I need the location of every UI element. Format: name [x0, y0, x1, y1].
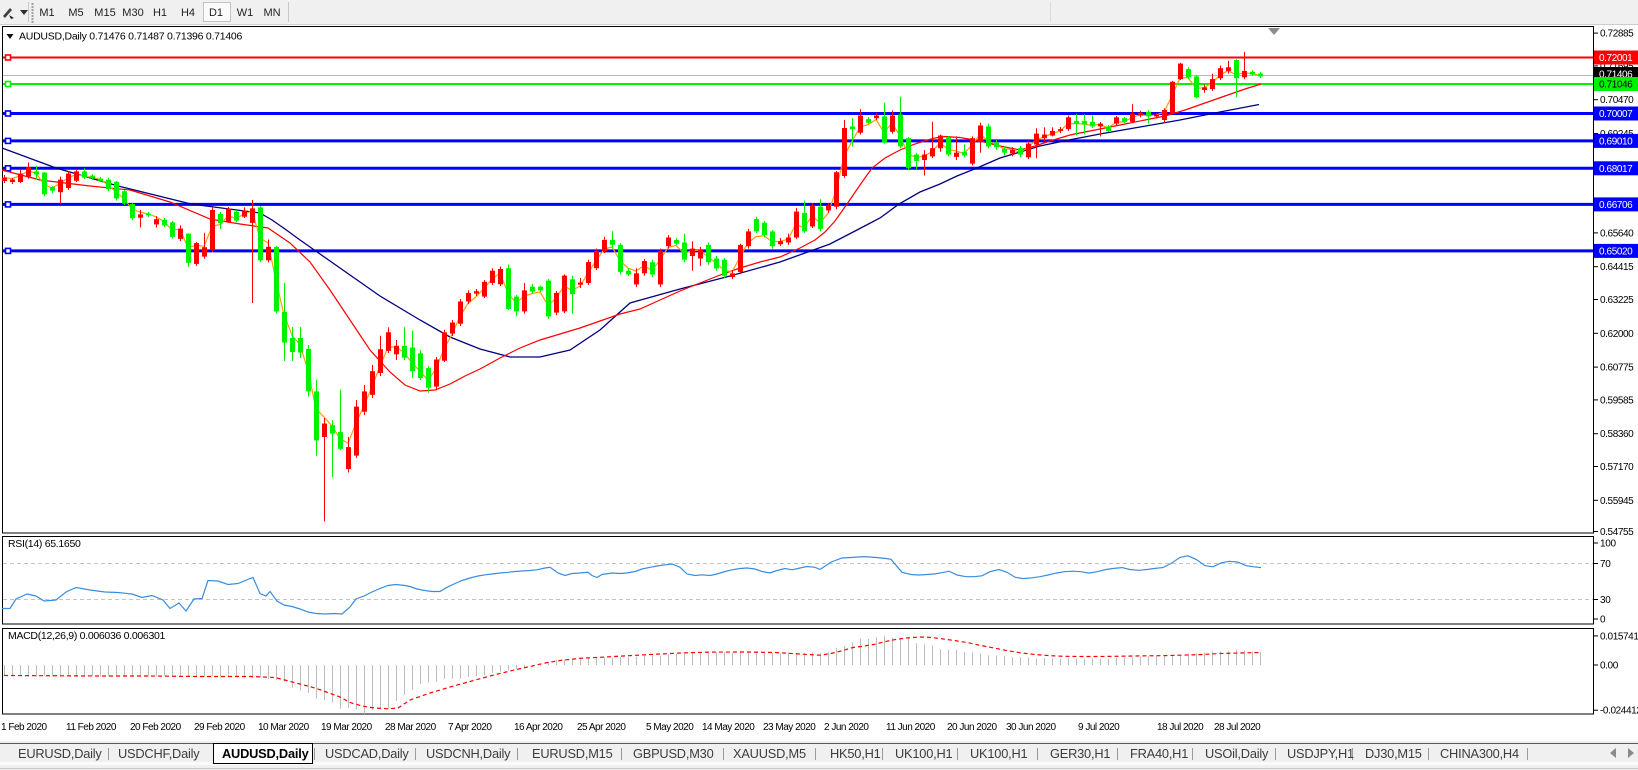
- svg-text:MACD(12,26,9) 0.006036 0.00630: MACD(12,26,9) 0.006036 0.006301: [8, 630, 166, 642]
- svg-text:100: 100: [1600, 539, 1617, 550]
- svg-text:0: 0: [1600, 615, 1606, 626]
- svg-text:0.64415: 0.64415: [1600, 262, 1634, 273]
- svg-text:GER30,H1: GER30,H1: [1050, 746, 1110, 761]
- svg-text:AUDUSD,Daily: AUDUSD,Daily: [222, 746, 310, 761]
- svg-text:11 Jun 2020: 11 Jun 2020: [886, 722, 936, 733]
- svg-text:EURUSD,Daily: EURUSD,Daily: [18, 746, 102, 761]
- svg-text:25 Apr 2020: 25 Apr 2020: [577, 722, 626, 733]
- svg-text:M1: M1: [39, 7, 54, 19]
- svg-text:0.60775: 0.60775: [1600, 363, 1634, 374]
- svg-text:5 May 2020: 5 May 2020: [646, 722, 694, 733]
- svg-text:0.66706: 0.66706: [1599, 200, 1633, 211]
- svg-text:USDCAD,Daily: USDCAD,Daily: [325, 746, 409, 761]
- svg-text:7 Apr 2020: 7 Apr 2020: [448, 722, 492, 733]
- svg-text:28 Mar 2020: 28 Mar 2020: [385, 722, 437, 733]
- svg-text:-0.024412: -0.024412: [1600, 706, 1638, 717]
- svg-text:0.57170: 0.57170: [1600, 462, 1634, 473]
- svg-text:MN: MN: [263, 7, 280, 19]
- svg-text:0.55945: 0.55945: [1600, 496, 1634, 507]
- svg-text:0.00: 0.00: [1600, 661, 1619, 672]
- svg-text:USDCHF,Daily: USDCHF,Daily: [118, 746, 200, 761]
- svg-text:0.63225: 0.63225: [1600, 295, 1634, 306]
- svg-text:D1: D1: [209, 7, 223, 19]
- svg-text:20 Jun 2020: 20 Jun 2020: [947, 722, 997, 733]
- svg-text:M30: M30: [122, 7, 143, 19]
- svg-text:0.69010: 0.69010: [1599, 136, 1633, 147]
- svg-text:0.58360: 0.58360: [1600, 429, 1634, 440]
- svg-text:29 Feb 2020: 29 Feb 2020: [194, 722, 246, 733]
- svg-text:H4: H4: [181, 7, 195, 19]
- svg-text:0.70470: 0.70470: [1600, 95, 1634, 106]
- svg-text:14 May 2020: 14 May 2020: [702, 722, 755, 733]
- svg-text:0.72001: 0.72001: [1599, 53, 1633, 64]
- svg-text:DJ30,M15: DJ30,M15: [1365, 746, 1422, 761]
- svg-text:16 Apr 2020: 16 Apr 2020: [514, 722, 563, 733]
- svg-text:M5: M5: [68, 7, 83, 19]
- svg-text:0.71046: 0.71046: [1599, 80, 1633, 91]
- svg-text:FRA40,H1: FRA40,H1: [1130, 746, 1188, 761]
- svg-text:0.015741: 0.015741: [1600, 631, 1638, 642]
- svg-text:USDJPY,H1: USDJPY,H1: [1287, 746, 1354, 761]
- svg-text:23 May 2020: 23 May 2020: [763, 722, 816, 733]
- svg-text:18 Jul 2020: 18 Jul 2020: [1157, 722, 1204, 733]
- svg-text:11 Feb 2020: 11 Feb 2020: [66, 722, 117, 733]
- svg-text:19 Mar 2020: 19 Mar 2020: [321, 722, 373, 733]
- svg-text:2 Jun 2020: 2 Jun 2020: [824, 722, 869, 733]
- svg-text:UK100,H1: UK100,H1: [895, 746, 953, 761]
- svg-text:0.65640: 0.65640: [1600, 228, 1634, 239]
- svg-text:10 Mar 2020: 10 Mar 2020: [258, 722, 310, 733]
- svg-text:0.68017: 0.68017: [1599, 164, 1633, 175]
- svg-text:USDCNH,Daily: USDCNH,Daily: [426, 746, 511, 761]
- svg-text:0.59585: 0.59585: [1600, 395, 1634, 406]
- svg-text:USOil,Daily: USOil,Daily: [1205, 746, 1269, 761]
- svg-text:W1: W1: [237, 7, 254, 19]
- svg-text:AUDUSD,Daily 0.71476 0.71487: AUDUSD,Daily 0.71476 0.71487 0.71396 0.7…: [19, 31, 242, 43]
- svg-text:M15: M15: [94, 7, 115, 19]
- svg-text:HK50,H1: HK50,H1: [830, 746, 881, 761]
- svg-text:9 Jul 2020: 9 Jul 2020: [1078, 722, 1120, 733]
- svg-text:0.65020: 0.65020: [1599, 246, 1633, 257]
- svg-text:1 Feb 2020: 1 Feb 2020: [1, 722, 48, 733]
- svg-text:EURUSD,M15: EURUSD,M15: [532, 746, 613, 761]
- svg-text:H1: H1: [153, 7, 167, 19]
- svg-text:0.54755: 0.54755: [1600, 527, 1634, 538]
- svg-text:0.62000: 0.62000: [1600, 329, 1634, 340]
- svg-text:0.71695: 0.71695: [1600, 61, 1634, 72]
- svg-text:XAUUSD,M5: XAUUSD,M5: [733, 746, 806, 761]
- svg-text:GBPUSD,M30: GBPUSD,M30: [633, 746, 714, 761]
- svg-text:UK100,H1: UK100,H1: [970, 746, 1028, 761]
- svg-text:0.72885: 0.72885: [1600, 29, 1634, 40]
- svg-text:0.70007: 0.70007: [1599, 109, 1633, 120]
- svg-text:30: 30: [1600, 595, 1611, 606]
- svg-text:0.71406: 0.71406: [1599, 70, 1633, 81]
- svg-text:CHINA300,H4: CHINA300,H4: [1440, 746, 1519, 761]
- svg-text:28 Jul 2020: 28 Jul 2020: [1214, 722, 1261, 733]
- svg-text:20 Feb 2020: 20 Feb 2020: [130, 722, 182, 733]
- svg-text:70: 70: [1600, 559, 1611, 570]
- svg-text:RSI(14) 65.1650: RSI(14) 65.1650: [8, 538, 81, 550]
- svg-text:30 Jun 2020: 30 Jun 2020: [1006, 722, 1056, 733]
